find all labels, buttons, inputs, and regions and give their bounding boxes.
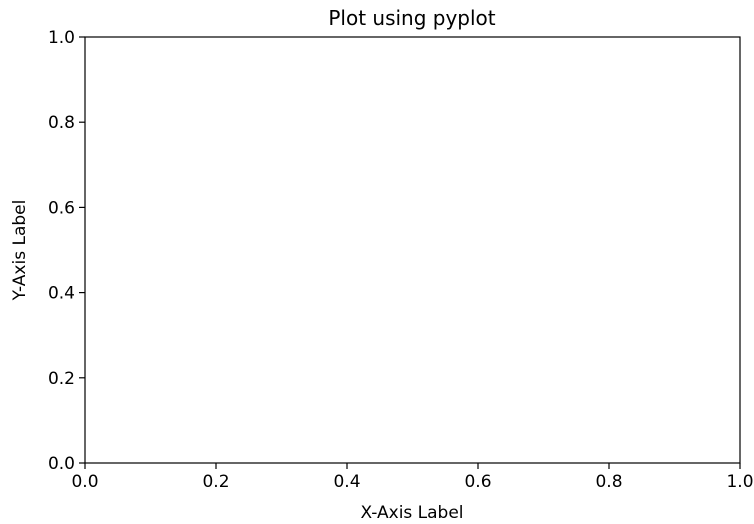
y-tick-label: 1.0: [48, 28, 75, 48]
y-tick-label: 0.4: [48, 284, 75, 304]
x-tick-label: 0.2: [202, 472, 229, 492]
y-tick-label: 0.8: [48, 113, 75, 133]
chart-title: Plot using pyplot: [328, 6, 495, 30]
x-tick-label: 0.8: [595, 472, 622, 492]
plot-area: [84, 36, 741, 464]
x-tick-label: 1.0: [726, 472, 753, 492]
x-tick-label: 0.4: [333, 472, 360, 492]
y-axis-ticks: 0.0 0.2 0.4 0.6 0.8 1.0: [48, 28, 85, 474]
x-tick-label: 0.0: [71, 472, 98, 492]
x-axis-label: X-Axis Label: [360, 503, 463, 523]
x-axis-ticks: 0.0 0.2 0.4 0.6 0.8 1.0: [71, 463, 754, 492]
y-tick-label: 0.0: [48, 454, 75, 474]
y-tick-label: 0.6: [48, 198, 75, 218]
y-axis-label: Y-Axis Label: [10, 200, 30, 302]
x-tick-label: 0.6: [464, 472, 491, 492]
y-tick-label: 0.2: [48, 369, 75, 389]
